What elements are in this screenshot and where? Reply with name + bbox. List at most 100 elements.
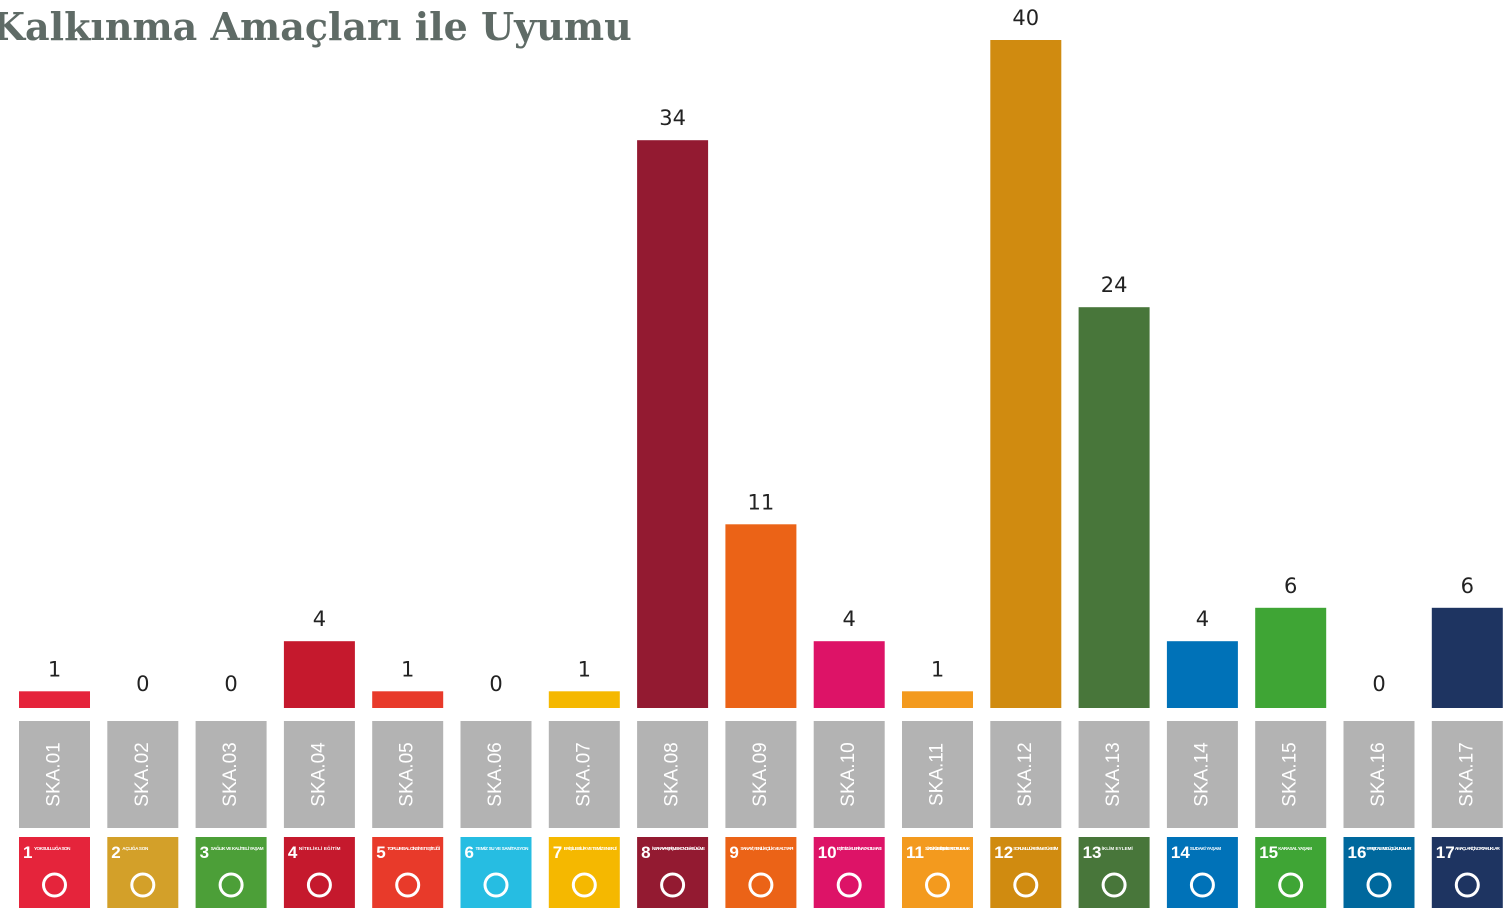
sdg-icon: 15 KARASAL YAŞAM [1255, 837, 1327, 908]
icon-label: SANAYİ, YENİLİKÇİLİK VE ALTYAPI [740, 845, 793, 851]
value-label: 6 [1461, 574, 1474, 598]
bar [1255, 607, 1327, 708]
icon-label: TOPLUMSAL CİNSİYET EŞİTLİĞİ [387, 844, 440, 851]
category-label: SKA.02 [132, 742, 153, 806]
icon-label: KARASAL YAŞAM [1278, 846, 1312, 851]
icon-label: TEMİZ SU VE SANİTASYON [476, 845, 530, 851]
category-label: SKA.12 [1015, 742, 1036, 806]
category-box [19, 721, 90, 828]
icon-number: 4 [288, 843, 298, 862]
category-box [107, 721, 179, 828]
category-box [1431, 721, 1503, 828]
bar [1431, 607, 1503, 708]
category-box [1166, 721, 1238, 828]
icon-symbol [1101, 872, 1127, 898]
value-label: 1 [401, 657, 414, 681]
value-label: 4 [843, 607, 856, 631]
category-label: SKA.03 [220, 742, 241, 806]
sdg-icon: 1 YOKSULLUĞA SON [19, 837, 90, 908]
value-label: 34 [659, 106, 686, 130]
value-label: 0 [1372, 672, 1385, 696]
icon-number: 7 [553, 843, 562, 862]
icon-number: 14 [1171, 843, 1190, 862]
category-box [1343, 721, 1415, 828]
value-label: 0 [489, 672, 502, 696]
icon-symbol [218, 872, 244, 898]
icon-number: 2 [111, 843, 120, 862]
icon-label: AÇLIĞA SON [122, 844, 149, 851]
bar [283, 641, 355, 708]
category-label: SKA.04 [308, 742, 329, 807]
icon-label: NİTELİKLİ EĞİTİM [299, 844, 341, 851]
value-label: 1 [931, 657, 944, 681]
icon-label: YOKSULLUĞA SON [34, 844, 71, 851]
bar [19, 691, 90, 708]
icon-symbol [836, 872, 862, 898]
category-label: SKA.07 [573, 742, 594, 806]
category-box [902, 721, 973, 828]
icon-label: SÜRDÜRÜLEBİLİR ŞEHİRLER VE TOPLULUKLAR [925, 845, 971, 851]
icon-number: 11 [906, 843, 924, 862]
value-label: 6 [1284, 574, 1297, 598]
icon-label: İKLİM EYLEMİ [1102, 845, 1133, 851]
category-label: SKA.15 [1280, 742, 1301, 806]
icon-symbol [1278, 872, 1304, 898]
bar [725, 524, 797, 708]
bar [813, 641, 885, 708]
chart-title: Kalkınma Amaçları ile Uyumu [0, 4, 632, 49]
icon-label: SAĞLIK VE KALİTELİ YAŞAM [211, 844, 264, 851]
sdg-icon: 4 NİTELİKLİ EĞİTİM [283, 837, 355, 908]
category-box [725, 721, 797, 828]
bar [902, 691, 973, 708]
icon-symbol [925, 872, 950, 898]
sdg-icon: 12 SORUMLU ÜRETİM VE TÜKETİM [990, 837, 1062, 908]
value-label: 24 [1101, 273, 1128, 297]
icon-number: 10 [818, 843, 837, 862]
icon-number: 5 [376, 843, 385, 862]
icon-symbol [395, 872, 421, 898]
icon-number: 3 [200, 843, 209, 862]
icon-symbol [1366, 872, 1392, 898]
icon-number: 12 [994, 843, 1013, 862]
icon-symbol [306, 872, 332, 898]
bar [1078, 307, 1150, 708]
category-box [195, 721, 267, 828]
icon-symbol [1013, 872, 1039, 898]
icon-label: AMAÇLAR İÇİN ORTAKLIKLAR [1455, 845, 1501, 851]
category-box [1078, 721, 1150, 828]
sdg-icon: 2 AÇLIĞA SON [107, 837, 179, 908]
icon-symbol [748, 872, 774, 898]
icon-number: 8 [641, 843, 650, 862]
sdg-icon: 7 ERİŞİLEBİLİR VE TEMİZ ENERJİ [548, 837, 620, 908]
sdg-icon: 14 SUDAKİ YAŞAM [1166, 837, 1238, 908]
sdg-icon: 11 SÜRDÜRÜLEBİLİR ŞEHİRLER VE TOPLULUKLAR [902, 837, 973, 908]
category-box [460, 721, 532, 828]
icon-label: EŞİTSİZLİKLERİN AZALTILMASI [837, 845, 882, 851]
category-label: SKA.11 [927, 743, 948, 806]
icon-number: 9 [729, 843, 738, 862]
value-label: 11 [748, 490, 775, 514]
value-label: 1 [48, 657, 61, 681]
value-label: 0 [136, 672, 149, 696]
category-box [548, 721, 620, 828]
sdg-icon: 13 İKLİM EYLEMİ [1078, 837, 1150, 908]
sdg-icon: 3 SAĞLIK VE KALİTELİ YAŞAM [195, 837, 267, 908]
category-box [813, 721, 885, 828]
value-label: 1 [578, 657, 591, 681]
bar [372, 691, 444, 708]
category-label: SKA.06 [485, 742, 506, 806]
bar [637, 140, 709, 708]
category-label: SKA.10 [838, 742, 859, 806]
icon-label: SUDAKİ YAŞAM [1190, 845, 1221, 851]
category-label: SKA.08 [662, 742, 683, 806]
sdg-icon: 5 TOPLUMSAL CİNSİYET EŞİTLİĞİ [372, 837, 444, 908]
sdg-icon: 17 AMAÇLAR İÇİN ORTAKLIKLAR [1431, 837, 1503, 908]
bar [1166, 641, 1238, 708]
category-box [990, 721, 1062, 828]
icon-label: BARIŞ, ADALET VE GÜÇLÜ KURUMLAR [1367, 845, 1413, 851]
icon-symbol [660, 872, 686, 898]
category-label: SKA.05 [397, 742, 418, 806]
category-label: SKA.14 [1191, 742, 1212, 807]
icon-number: 15 [1259, 843, 1278, 862]
